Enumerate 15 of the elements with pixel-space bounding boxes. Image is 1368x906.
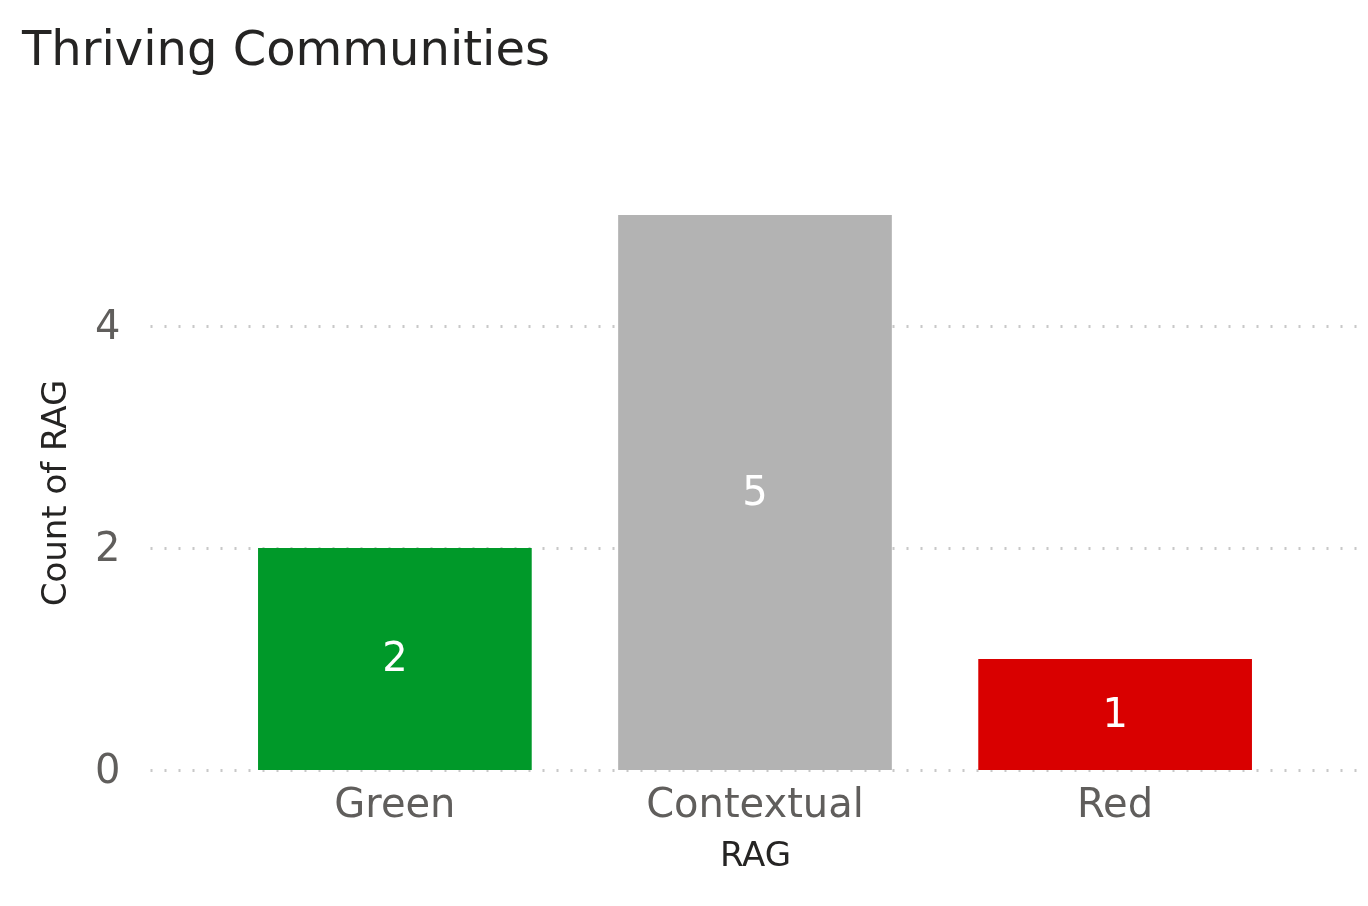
y-tick-label: 0 — [95, 745, 121, 792]
y-axis-title: Count of RAG — [34, 379, 75, 607]
y-tick-label: 2 — [95, 523, 121, 570]
data-label: 5 — [742, 467, 768, 514]
y-tick-label: 4 — [95, 301, 121, 348]
data-label: 1 — [1102, 689, 1128, 736]
data-label: 2 — [382, 634, 408, 680]
x-tick-label: Red — [1077, 779, 1154, 826]
x-tick-label: Contextual — [646, 779, 864, 826]
x-tick-label: Green — [334, 779, 456, 826]
chart-title: Thriving Communities — [21, 20, 550, 76]
bar — [258, 548, 532, 770]
x-axis-title: RAG — [719, 833, 792, 874]
bar — [978, 659, 1252, 770]
bar — [618, 215, 892, 770]
